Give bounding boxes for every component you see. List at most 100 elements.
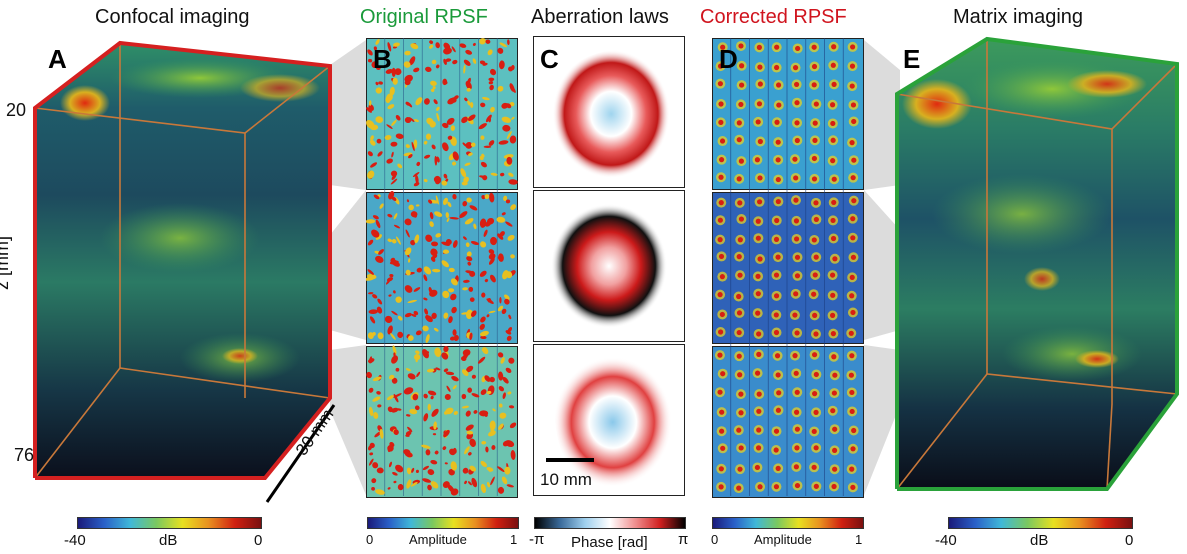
panel-d-title: Corrected RPSF: [700, 6, 847, 28]
rpsf-speckle: [414, 234, 420, 244]
rpsf-focal-spot: [849, 139, 855, 146]
rpsf-focal-spot: [755, 235, 761, 241]
rpsf-speckle: [465, 49, 473, 55]
rpsf-speckle: [372, 462, 379, 469]
rpsf-focal-spot: [851, 118, 857, 125]
panel-e-title: Matrix imaging: [953, 6, 1084, 28]
rpsf-speckle: [423, 393, 428, 399]
rpsf-focal-spot: [719, 311, 725, 318]
rpsf-speckle: [413, 310, 419, 316]
rpsf-speckle: [368, 387, 374, 393]
rpsf-speckle: [504, 298, 510, 305]
rpsf-speckle: [403, 387, 414, 395]
rpsf-speckle: [423, 178, 428, 183]
rpsf-speckle: [480, 389, 487, 396]
rpsf-speckle: [431, 241, 439, 247]
rpsf-speckle: [405, 101, 410, 106]
rpsf-focal-spot: [720, 445, 726, 451]
rpsf-speckle: [502, 270, 509, 280]
rpsf-speckle: [377, 151, 383, 157]
rpsf-focal-spot: [774, 353, 781, 359]
rpsf-speckle: [409, 408, 418, 415]
rpsf-focal-spot: [775, 198, 781, 205]
rpsf-focal-spot: [775, 372, 781, 378]
rpsf-speckle: [368, 309, 378, 315]
rpsf-speckle: [427, 390, 437, 396]
rpsf-focal-spot: [811, 63, 818, 70]
rpsf-focal-spot: [773, 236, 780, 243]
rpsf-speckle: [397, 163, 403, 169]
rpsf-focal-spot: [757, 138, 763, 145]
rpsf-focal-spot: [830, 331, 836, 337]
rpsf-speckle: [375, 489, 385, 495]
rpsf-speckle: [501, 102, 509, 109]
rpsf-speckle: [405, 368, 412, 372]
rpsf-speckle: [443, 42, 451, 50]
rpsf-speckle: [465, 309, 473, 320]
rpsf-speckle: [405, 431, 412, 436]
rpsf-speckle: [470, 142, 476, 148]
rpsf-speckle: [497, 256, 503, 260]
rpsf-speckle: [407, 373, 416, 380]
rpsf-speckle: [431, 59, 437, 65]
rpsf-focal-spot: [756, 101, 763, 107]
rpsf-speckle: [370, 135, 374, 141]
rpsf-speckle: [429, 221, 434, 227]
rpsf-focal-spot: [830, 408, 836, 414]
rpsf-focal-spot: [736, 254, 742, 260]
rpsf-focal-spot: [812, 272, 818, 278]
rpsf-focal-spot: [812, 120, 818, 126]
rpsf-speckle: [429, 121, 436, 128]
rpsf-speckle: [397, 331, 404, 338]
rpsf-speckle: [466, 197, 472, 203]
rpsf-speckle: [445, 239, 452, 245]
colorbar-amplitude-d: [712, 517, 864, 529]
rpsf-speckle: [461, 356, 467, 362]
colorbar-a-min: -40: [64, 532, 86, 549]
rpsf-speckle: [423, 297, 428, 301]
rpsf-speckle: [461, 405, 469, 409]
colorbar-d-min: 0: [711, 532, 719, 547]
rpsf-speckle: [446, 117, 455, 125]
rpsf-speckle: [369, 452, 374, 456]
rpsf-speckle: [368, 406, 374, 417]
rpsf-speckle: [464, 97, 468, 102]
rpsf-focal-spot: [794, 273, 801, 279]
rpsf-focal-spot: [830, 158, 836, 164]
rpsf-speckle: [497, 352, 504, 358]
rpsf-speckle: [450, 125, 455, 131]
rpsf-focal-spot: [718, 157, 725, 163]
rpsf-focal-spot: [736, 427, 742, 433]
rpsf-speckle: [482, 96, 490, 101]
rpsf-speckle: [451, 375, 459, 382]
rpsf-focal-spot: [718, 200, 724, 206]
rpsf-speckle: [507, 234, 515, 241]
rpsf-speckle: [422, 478, 432, 483]
rpsf-speckle: [504, 294, 510, 300]
rpsf-speckle: [405, 229, 410, 238]
rpsf-focal-spot: [849, 466, 855, 472]
rpsf-speckle: [405, 269, 411, 276]
rpsf-speckle: [375, 81, 379, 86]
rpsf-focal-spot: [794, 254, 801, 260]
rpsf-speckle: [375, 116, 383, 123]
rpsf-focal-spot: [794, 330, 800, 336]
rpsf-speckle: [497, 85, 504, 92]
rpsf-speckle: [423, 140, 428, 145]
rpsf-focal-spot: [736, 120, 742, 126]
rpsf-focal-spot: [775, 157, 781, 163]
rpsf-speckle: [434, 450, 439, 455]
rpsf-speckle: [368, 292, 374, 295]
rpsf-speckle: [508, 405, 515, 409]
rpsf-focal-spot: [720, 371, 726, 377]
rpsf-focal-spot: [831, 199, 837, 206]
rpsf-speckle: [367, 151, 373, 157]
rpsf-speckle: [389, 274, 394, 278]
rpsf-speckle: [466, 430, 474, 435]
rpsf-speckle: [412, 171, 420, 178]
colorbar-phase-c: [534, 517, 686, 529]
rpsf-focal-spot: [774, 217, 780, 224]
rpsf-speckle: [480, 161, 487, 168]
rpsf-speckle: [393, 429, 399, 435]
rpsf-focal-spot: [832, 426, 838, 432]
